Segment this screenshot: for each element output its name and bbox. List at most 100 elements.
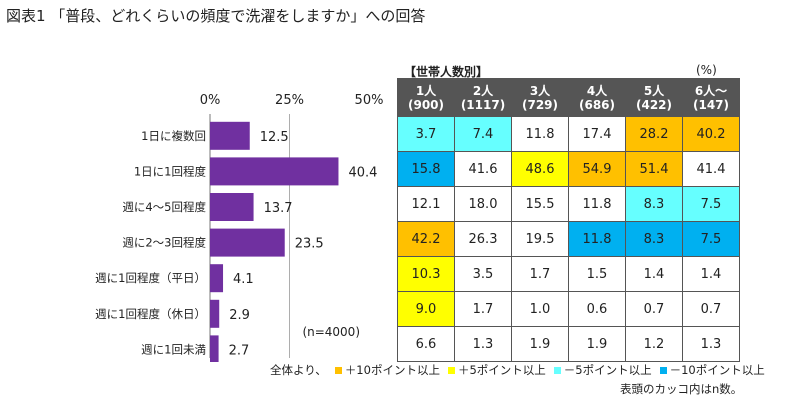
category-label: 週に1回程度（平日） (95, 271, 206, 285)
column-header-n: (422) (635, 97, 673, 112)
bar (210, 157, 339, 186)
x-tick-label: 0% (200, 93, 221, 108)
column-header: 5人 (422) (625, 78, 683, 117)
table-row: 15.8 41.6 48.6 54.9 51.4 41.4 (397, 151, 740, 187)
table-cell: 1.3 (682, 326, 740, 362)
table-cell: 11.8 (568, 186, 626, 222)
legend-label: －5ポイント以上 (563, 363, 652, 377)
x-tick-label: 25% (275, 93, 304, 108)
table-cell: 26.3 (454, 221, 512, 257)
table-cell: 10.3 (397, 256, 455, 292)
table-cell: 51.4 (625, 151, 683, 187)
table-cell: 8.3 (625, 221, 683, 257)
legend-prefix: 全体より、 (270, 363, 327, 377)
column-header: 2人 (1117) (454, 78, 512, 117)
legend-label: ＋5ポイント以上 (457, 363, 546, 377)
table-cell: 3.5 (454, 256, 512, 292)
column-header-n: (147) (692, 97, 730, 112)
table-cell: 11.8 (511, 116, 569, 152)
table-label: 【世帯人数別】 (404, 65, 489, 79)
table-cell: 11.8 (568, 221, 626, 257)
legend-swatch (659, 366, 667, 374)
column-header: 1人 (900) (397, 78, 455, 117)
legend-label: ＋10ポイント以上 (344, 363, 440, 377)
table-row: 6.6 1.3 1.9 1.9 1.2 1.3 (397, 326, 740, 362)
column-header-n: (900) (407, 97, 445, 112)
table-cell: 54.9 (568, 151, 626, 187)
table-cell: 1.7 (454, 291, 512, 327)
column-header-name: 1人 (415, 83, 437, 98)
legend-label: －10ポイント以上 (669, 363, 765, 377)
table-cell: 7.5 (682, 186, 740, 222)
table-cell: 1.7 (511, 256, 569, 292)
category-label: 1日に複数回 (141, 129, 206, 143)
table-header-row: 1人 (900) 2人 (1117) 3人 (729) 4人 (686) 5人 (422) 6人～(… (397, 78, 740, 117)
table-cell: 7.4 (454, 116, 512, 152)
table-cell: 0.6 (568, 291, 626, 327)
table-cell: 3.7 (397, 116, 455, 152)
table-row: 12.1 18.0 15.5 11.8 8.3 7.5 (397, 186, 740, 222)
table-cell: 1.5 (568, 256, 626, 292)
table-row: 3.7 7.4 11.8 17.4 28.2 40.2 (397, 116, 740, 152)
column-header-n: (686) (578, 97, 616, 112)
table-unit: (%) (696, 63, 717, 77)
column-header-name: 3人 (529, 83, 551, 98)
legend-swatch (447, 366, 455, 374)
table-cell: 48.6 (511, 151, 569, 187)
x-tick-label: 50% (355, 93, 384, 108)
table-cell: 0.7 (625, 291, 683, 327)
column-header-n: (1117) (460, 97, 506, 112)
table-cell: 1.2 (625, 326, 683, 362)
category-label: 1日に1回程度 (134, 164, 207, 178)
table-cell: 15.5 (511, 186, 569, 222)
table-cell: 19.5 (511, 221, 569, 257)
table-cell: 12.1 (397, 186, 455, 222)
table-cell: 8.3 (625, 186, 683, 222)
household-size-table: 1人 (900) 2人 (1117) 3人 (729) 4人 (686) 5人 (422) 6人～(… (397, 78, 740, 362)
bar (210, 335, 219, 362)
bar (210, 264, 224, 293)
category-label: 週に2～3回程度 (122, 236, 206, 250)
column-header-name: 6人～ (694, 83, 728, 98)
category-label: 週に1回未満 (141, 342, 206, 356)
data-label: 4.1 (233, 272, 254, 287)
table-cell: 41.6 (454, 151, 512, 187)
table-note: 表頭のカッコ内はn数。 (620, 382, 743, 396)
sample-size-annotation: (n=4000) (302, 325, 360, 339)
data-label: 40.4 (348, 165, 377, 180)
column-header-name: 5人 (643, 83, 665, 98)
table-cell: 28.2 (625, 116, 683, 152)
column-header: 3人 (729) (511, 78, 569, 117)
data-label: 2.7 (229, 343, 250, 358)
figure-title: 図表1 「普段、どれくらいの頻度で洗濯をしますか」への回答 (6, 7, 426, 25)
table-cell: 1.9 (511, 326, 569, 362)
table-cell: 1.0 (511, 291, 569, 327)
column-header: 6人～ (147) (682, 78, 740, 117)
data-label: 12.5 (260, 130, 289, 145)
table-row: 10.3 3.5 1.7 1.5 1.4 1.4 (397, 256, 740, 292)
table-cell: 0.7 (682, 291, 740, 327)
table-row: 9.0 1.7 1.0 0.6 0.7 0.7 (397, 291, 740, 327)
table-cell: 9.0 (397, 291, 455, 327)
table-cell: 7.5 (682, 221, 740, 257)
bar (210, 193, 254, 221)
bar (210, 121, 250, 150)
table-cell: 40.2 (682, 116, 740, 152)
table-cell: 1.9 (568, 326, 626, 362)
column-header-name: 2人 (472, 83, 494, 98)
data-label: 13.7 (264, 201, 293, 216)
table-row: 42.2 26.3 19.5 11.8 8.3 7.5 (397, 221, 740, 257)
column-header: 4人 (686) (568, 78, 626, 117)
category-label: 週に1回程度（休日） (95, 307, 206, 321)
column-header-name: 4人 (586, 83, 608, 98)
bar (210, 228, 285, 257)
data-label: 2.9 (229, 308, 250, 323)
table-cell: 1.3 (454, 326, 512, 362)
bar (210, 299, 220, 328)
table-cell: 1.4 (682, 256, 740, 292)
table-cell: 17.4 (568, 116, 626, 152)
table-cell: 15.8 (397, 151, 455, 187)
data-label: 23.5 (295, 237, 324, 252)
legend: 全体より、 ＋10ポイント以上 ＋5ポイント以上 －5ポイント以上 －10ポイント以上 (270, 362, 765, 378)
table-cell: 1.4 (625, 256, 683, 292)
